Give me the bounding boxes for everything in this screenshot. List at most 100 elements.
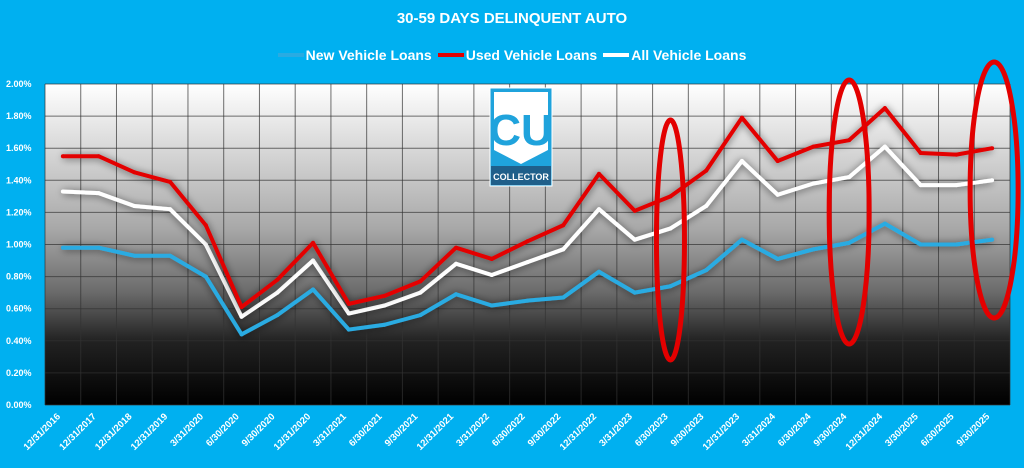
data-point bbox=[382, 303, 387, 308]
data-point bbox=[739, 159, 744, 164]
x-tick-label: 12/31/2022 bbox=[558, 411, 599, 452]
data-point bbox=[239, 332, 244, 337]
data-point bbox=[60, 154, 65, 159]
data-point bbox=[990, 237, 995, 242]
data-point bbox=[811, 181, 816, 186]
x-tick-label: 9/30/2020 bbox=[240, 411, 278, 449]
data-point bbox=[882, 106, 887, 111]
x-tick-label: 12/31/2023 bbox=[701, 411, 742, 452]
x-tick-label: 6/30/2023 bbox=[633, 411, 671, 449]
data-point bbox=[96, 191, 101, 196]
x-tick-label: 6/30/2021 bbox=[347, 411, 385, 449]
data-point bbox=[775, 256, 780, 261]
legend-item-new: New Vehicle Loans bbox=[277, 47, 432, 63]
data-point bbox=[739, 237, 744, 242]
y-tick-label: 0.20% bbox=[6, 368, 32, 378]
x-tick-label: 12/31/2021 bbox=[415, 411, 457, 453]
data-point bbox=[275, 277, 280, 282]
legend-label-used: Used Vehicle Loans bbox=[465, 47, 598, 63]
data-point bbox=[918, 242, 923, 247]
data-point bbox=[489, 272, 494, 277]
data-point bbox=[132, 170, 137, 175]
data-point bbox=[811, 247, 816, 252]
x-tick-label: 12/31/2017 bbox=[57, 411, 98, 452]
data-point bbox=[847, 240, 852, 245]
highlight-ellipse bbox=[653, 117, 687, 363]
data-point bbox=[596, 207, 601, 212]
x-tick-label: 3/31/2022 bbox=[454, 411, 492, 449]
legend-swatch-new bbox=[277, 53, 304, 57]
x-tick-label: 9/30/2022 bbox=[526, 411, 564, 449]
data-point bbox=[704, 268, 709, 273]
data-point bbox=[132, 253, 137, 258]
data-point bbox=[918, 183, 923, 188]
legend-swatch-all bbox=[603, 53, 630, 57]
cu-collector-logo: CU COLLECTOR bbox=[489, 87, 553, 187]
data-point bbox=[203, 242, 208, 247]
y-tick-label: 0.60% bbox=[6, 304, 32, 314]
data-point bbox=[239, 305, 244, 310]
data-point bbox=[596, 269, 601, 274]
legend-label-new: New Vehicle Loans bbox=[305, 47, 432, 63]
data-point bbox=[918, 151, 923, 156]
data-point bbox=[168, 179, 173, 184]
data-point bbox=[96, 154, 101, 159]
data-point bbox=[811, 144, 816, 149]
x-tick-label: 12/31/2020 bbox=[272, 411, 313, 452]
data-point bbox=[561, 247, 566, 252]
data-point bbox=[311, 258, 316, 263]
legend: New Vehicle Loans Used Vehicle Loans All… bbox=[0, 47, 1024, 63]
data-point bbox=[346, 301, 351, 306]
y-tick-label: 1.00% bbox=[6, 240, 32, 250]
data-point bbox=[632, 290, 637, 295]
x-tick-label: 9/30/2023 bbox=[669, 411, 707, 449]
x-tick-label: 6/30/2020 bbox=[204, 411, 242, 449]
data-point bbox=[60, 189, 65, 194]
svg-text:COLLECTOR: COLLECTOR bbox=[493, 172, 549, 182]
x-tick-label: 3/31/2020 bbox=[168, 411, 206, 449]
data-point bbox=[882, 144, 887, 149]
data-point bbox=[203, 274, 208, 279]
x-tick-label: 9/30/2025 bbox=[955, 411, 993, 449]
y-tick-label: 0.80% bbox=[6, 272, 32, 282]
data-point bbox=[418, 290, 423, 295]
data-point bbox=[668, 284, 673, 289]
x-tick-label: 3/30/2025 bbox=[883, 411, 921, 449]
data-point bbox=[275, 313, 280, 318]
legend-swatch-used bbox=[437, 53, 464, 57]
data-point bbox=[96, 245, 101, 250]
data-point bbox=[704, 203, 709, 208]
highlight-ellipse bbox=[967, 59, 1021, 321]
data-point bbox=[418, 279, 423, 284]
data-point bbox=[596, 171, 601, 176]
data-point bbox=[954, 152, 959, 157]
chart-title: 30-59 DAYS DELINQUENT AUTO bbox=[396, 10, 628, 27]
data-point bbox=[525, 260, 530, 265]
data-point bbox=[132, 203, 137, 208]
y-tick-label: 1.80% bbox=[6, 111, 32, 121]
data-point bbox=[739, 115, 744, 120]
legend-label-all: All Vehicle Loans bbox=[631, 47, 747, 63]
y-tick-label: 0.40% bbox=[6, 336, 32, 346]
data-point bbox=[203, 223, 208, 228]
x-tick-label: 12/31/2019 bbox=[129, 411, 170, 452]
data-point bbox=[311, 287, 316, 292]
data-point bbox=[632, 208, 637, 213]
legend-item-used: Used Vehicle Loans bbox=[437, 47, 598, 63]
data-point bbox=[668, 226, 673, 231]
data-point bbox=[346, 327, 351, 332]
data-point bbox=[525, 239, 530, 244]
x-tick-label: 6/30/2024 bbox=[776, 411, 814, 449]
data-point bbox=[525, 298, 530, 303]
y-tick-label: 1.40% bbox=[6, 175, 32, 185]
x-tick-label: 12/31/2024 bbox=[844, 411, 886, 453]
data-point bbox=[454, 292, 459, 297]
data-point bbox=[168, 207, 173, 212]
y-tick-label: 2.00% bbox=[6, 79, 32, 89]
data-point bbox=[311, 240, 316, 245]
y-tick-label: 0.00% bbox=[6, 400, 32, 410]
x-tick-label: 6/30/2022 bbox=[490, 411, 528, 449]
data-point bbox=[418, 313, 423, 318]
data-point bbox=[632, 237, 637, 242]
